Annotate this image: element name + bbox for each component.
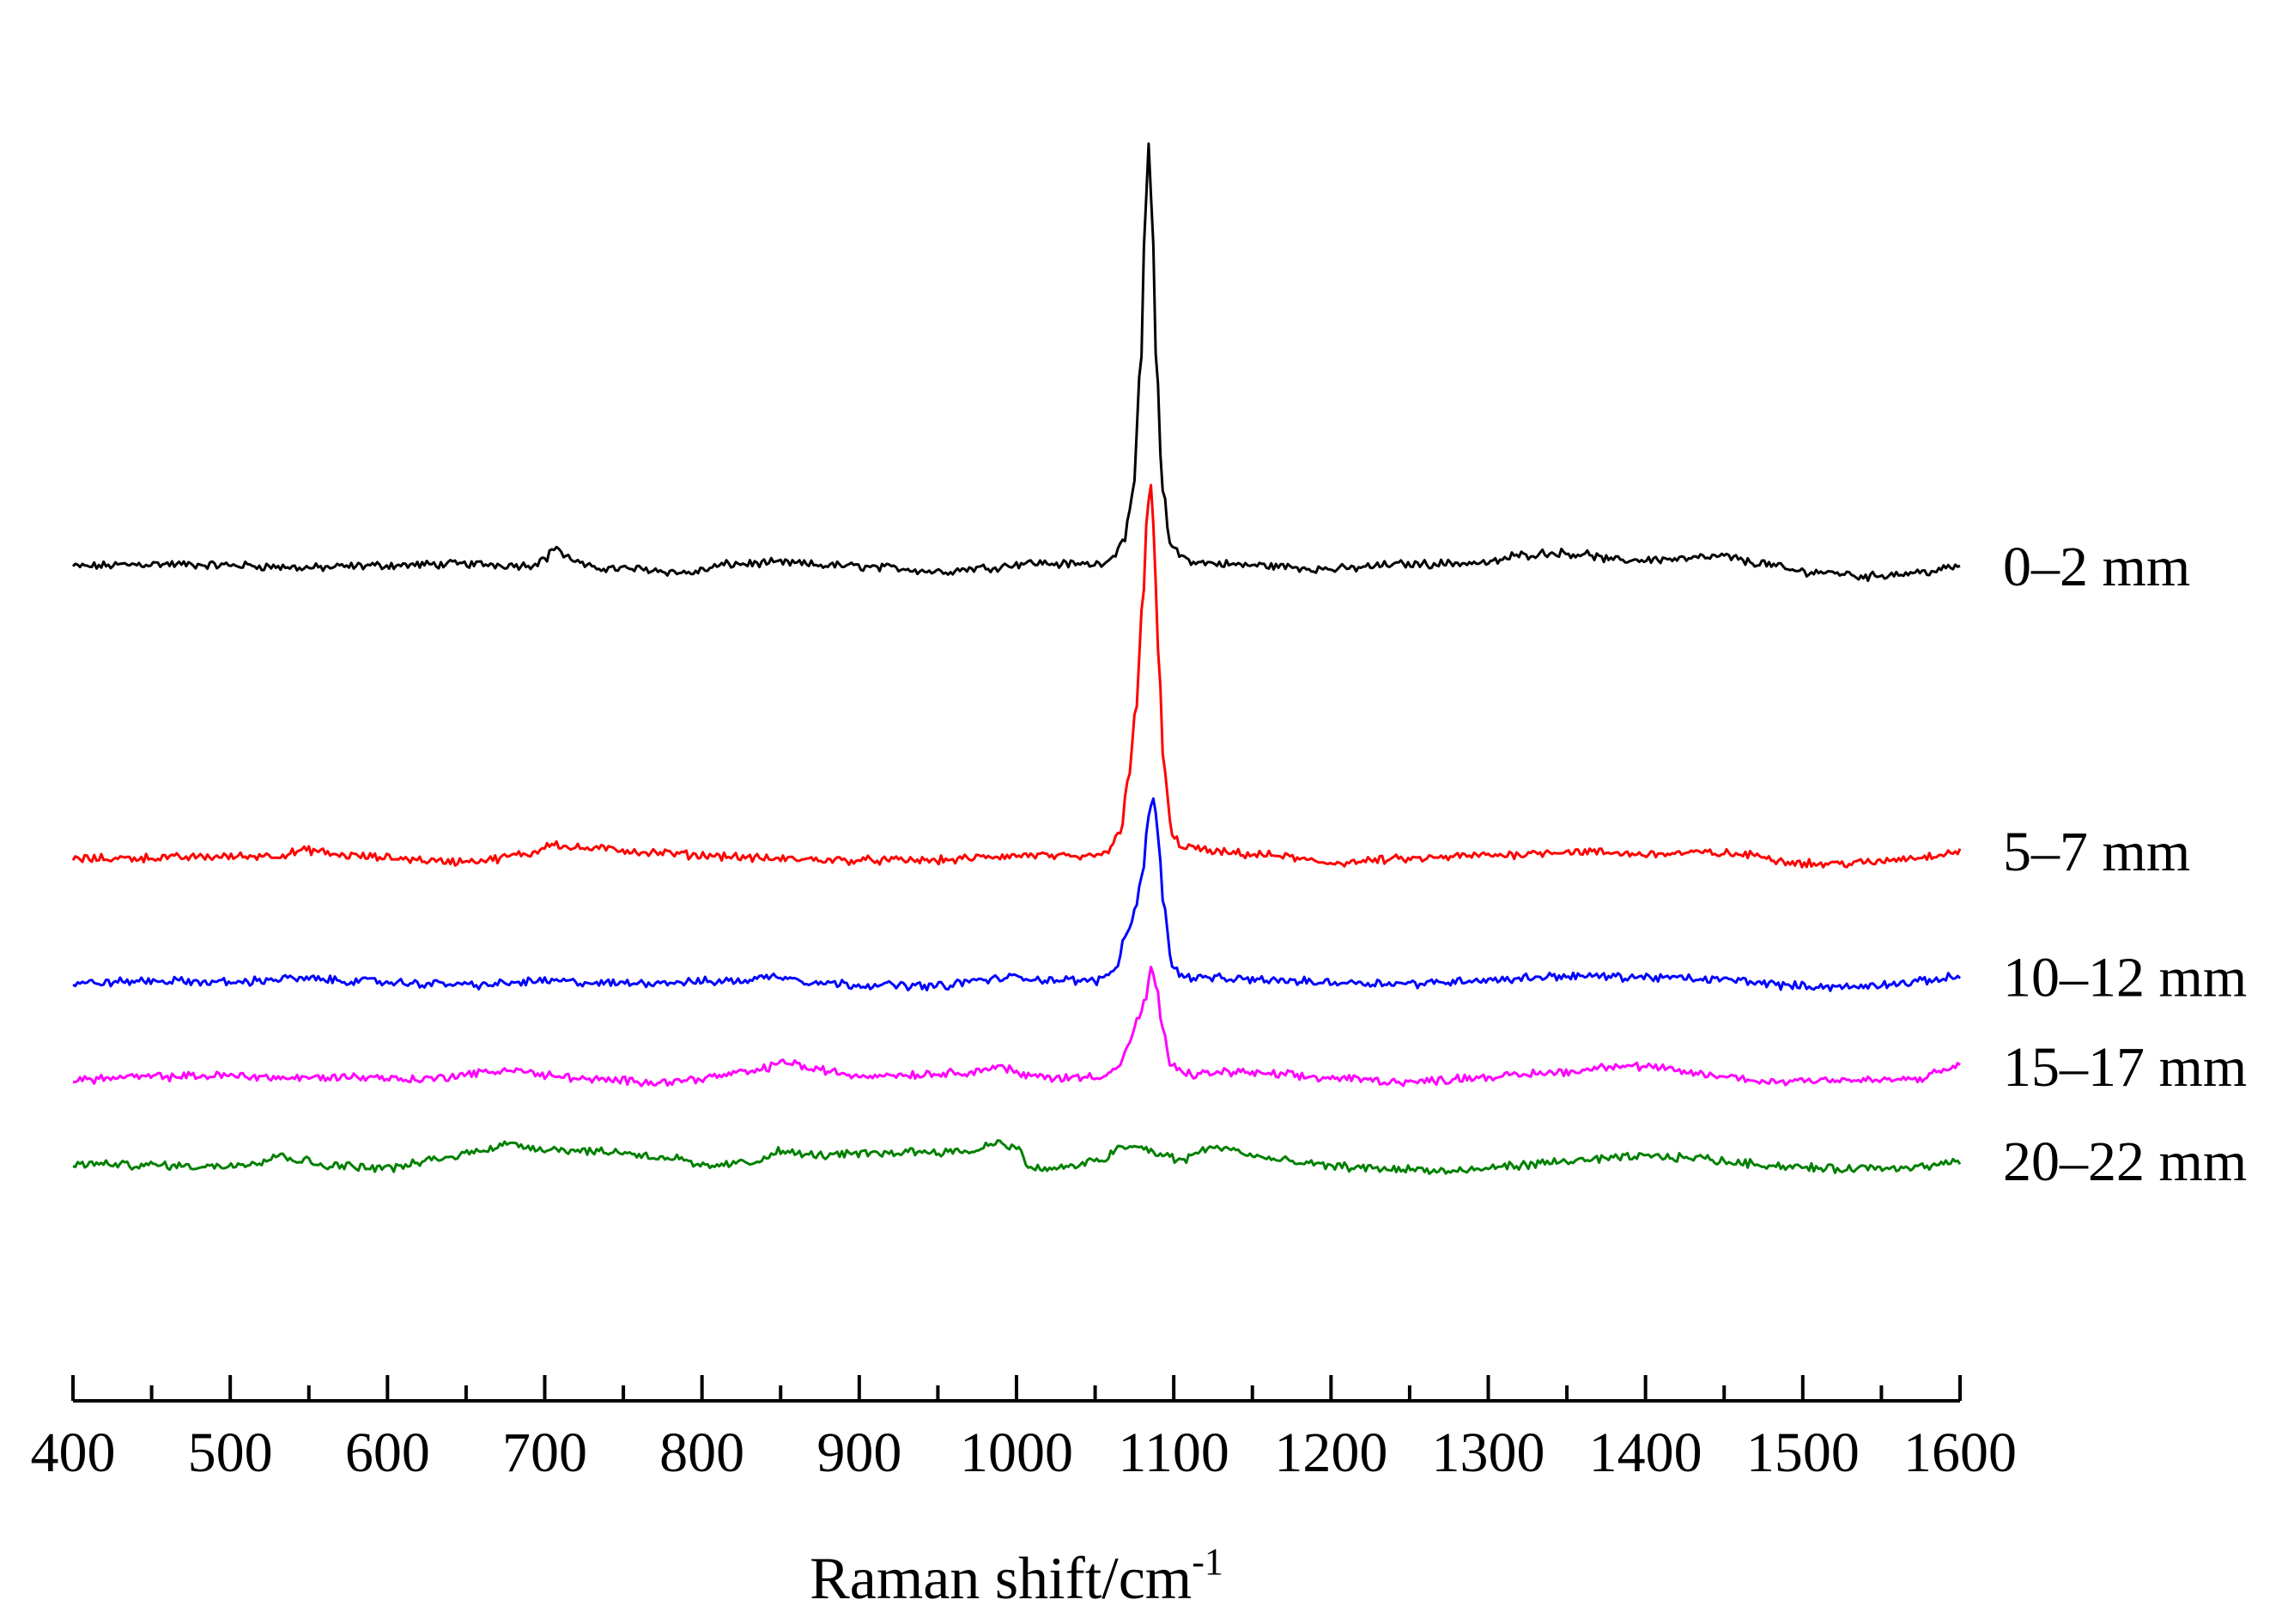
series-line-4 — [72, 966, 1961, 1088]
series-line-2 — [71, 483, 1962, 869]
x-tick-label: 400 — [31, 1421, 116, 1484]
x-tick-label: 500 — [188, 1421, 273, 1484]
x-axis: 400 500 600 700 800 900 1000 1100 1200 1300 1400 15… — [31, 1375, 2017, 1484]
x-tick-label: 1200 — [1274, 1421, 1387, 1484]
series-label-1: 0–2 mm — [2003, 536, 2190, 598]
x-axis-title-text: Raman shift/cm — [810, 1546, 1192, 1612]
x-tick-label: 600 — [345, 1421, 430, 1484]
x-tick-label: 1300 — [1432, 1421, 1545, 1484]
series-label-4: 15–17 mm — [2003, 1036, 2247, 1099]
series-label-5: 20–22 mm — [2003, 1130, 2247, 1193]
x-axis-title: Raman shift/cm-1 — [810, 1541, 1223, 1612]
x-tick-label: 800 — [659, 1421, 744, 1484]
series-line-3 — [72, 797, 1962, 992]
series-layer — [71, 142, 1962, 1175]
series-label-layer: 0–2 mm 5–7 mm 10–12 mm 15–17 mm 20–22 mm — [2003, 536, 2247, 1193]
series-label-2: 5–7 mm — [2003, 821, 2190, 883]
x-tick-label: 1500 — [1746, 1421, 1860, 1484]
x-axis-title-superscript: -1 — [1192, 1541, 1223, 1583]
series-line-5 — [72, 1139, 1962, 1175]
x-tick-label: 700 — [502, 1421, 587, 1484]
x-tick-label: 900 — [816, 1421, 901, 1484]
x-tick-label: 1400 — [1589, 1421, 1702, 1484]
x-tick-label: 1100 — [1118, 1421, 1229, 1484]
x-tick-label: 1600 — [1903, 1421, 2017, 1484]
x-tick-label: 1000 — [960, 1421, 1073, 1484]
series-line-1 — [71, 142, 1961, 583]
series-label-3: 10–12 mm — [2003, 947, 2247, 1009]
